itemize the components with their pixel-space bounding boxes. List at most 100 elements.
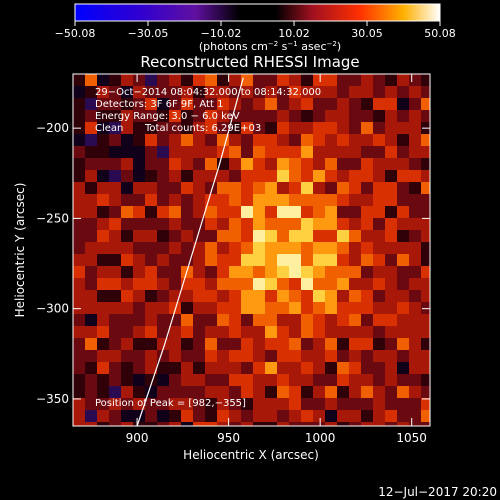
- heatmap-cell: [337, 110, 349, 122]
- heatmap-cell: [337, 74, 349, 86]
- heatmap-cell: [277, 158, 289, 170]
- heatmap-cell: [229, 350, 241, 362]
- heatmap-cell: [109, 410, 121, 422]
- x-tick-label: 1050: [396, 431, 427, 445]
- heatmap-cell: [169, 410, 181, 422]
- heatmap-cell: [181, 314, 193, 326]
- heatmap-cell: [181, 230, 193, 242]
- heatmap-cell: [217, 374, 229, 386]
- heatmap-cell: [241, 170, 253, 182]
- heatmap-cell: [181, 170, 193, 182]
- heatmap-cell: [289, 230, 301, 242]
- heatmap-cell: [97, 422, 109, 426]
- heatmap-cell: [229, 302, 241, 314]
- heatmap-cell: [169, 230, 181, 242]
- heatmap-cell: [181, 218, 193, 230]
- heatmap-cell: [349, 230, 361, 242]
- heatmap-cell: [193, 290, 205, 302]
- heatmap-cell: [265, 278, 277, 290]
- heatmap-cell: [313, 314, 325, 326]
- heatmap-cell: [157, 374, 169, 386]
- heatmap-cell: [205, 242, 217, 254]
- heatmap-cell: [85, 374, 97, 386]
- annotation-total-counts: Total counts: 6.29E+03: [144, 123, 261, 134]
- heatmap-cell: [373, 338, 385, 350]
- heatmap-cell: [229, 194, 241, 206]
- heatmap-cell: [409, 158, 421, 170]
- heatmap-cell: [421, 374, 430, 386]
- heatmap-cell: [373, 278, 385, 290]
- heatmap-cell: [145, 122, 157, 134]
- heatmap-cell: [409, 254, 421, 266]
- heatmap-cell: [325, 86, 337, 98]
- heatmap-cell: [73, 314, 85, 326]
- heatmap-cell: [121, 194, 133, 206]
- heatmap-cell: [133, 206, 145, 218]
- heatmap-cell: [253, 242, 265, 254]
- heatmap-cell: [289, 218, 301, 230]
- heatmap-cell: [133, 170, 145, 182]
- heatmap-cell: [133, 134, 145, 146]
- heatmap-cell: [265, 386, 277, 398]
- heatmap-cell: [313, 134, 325, 146]
- heatmap-cell: [217, 422, 229, 426]
- heatmap-cell: [313, 86, 325, 98]
- heatmap-cell: [313, 74, 325, 86]
- heatmap-cell: [133, 218, 145, 230]
- heatmap-cell: [229, 386, 241, 398]
- heatmap-cell: [313, 242, 325, 254]
- heatmap-cell: [205, 206, 217, 218]
- heatmap-cell: [301, 374, 313, 386]
- heatmap-cell: [229, 278, 241, 290]
- heatmap-cell: [145, 398, 157, 410]
- heatmap-cell: [145, 314, 157, 326]
- heatmap-cell: [181, 182, 193, 194]
- heatmap-cell: [421, 98, 430, 110]
- heatmap-cell: [337, 326, 349, 338]
- heatmap-cell: [397, 206, 409, 218]
- heatmap-cell: [349, 122, 361, 134]
- heatmap-cell: [337, 98, 349, 110]
- heatmap-cell: [97, 314, 109, 326]
- heatmap-cell: [217, 350, 229, 362]
- heatmap-cell: [349, 182, 361, 194]
- heatmap-cell: [373, 122, 385, 134]
- heatmap-cell: [181, 338, 193, 350]
- heatmap-cell: [181, 242, 193, 254]
- heatmap-cell: [397, 374, 409, 386]
- heatmap-cell: [277, 110, 289, 122]
- heatmap-cell: [397, 218, 409, 230]
- heatmap-cell: [409, 338, 421, 350]
- heatmap-cell: [205, 422, 217, 426]
- heatmap-cell: [373, 146, 385, 158]
- heatmap-cell: [385, 146, 397, 158]
- heatmap-cell: [181, 86, 193, 98]
- heatmap-cell: [253, 290, 265, 302]
- heatmap-cell: [85, 218, 97, 230]
- heatmap-cell: [241, 182, 253, 194]
- heatmap-cell: [109, 206, 121, 218]
- heatmap-cell: [253, 302, 265, 314]
- heatmap-cell: [109, 362, 121, 374]
- heatmap-cell: [229, 326, 241, 338]
- heatmap-cell: [361, 398, 373, 410]
- heatmap-cell: [265, 338, 277, 350]
- heatmap-cell: [253, 206, 265, 218]
- heatmap-cell: [73, 230, 85, 242]
- heatmap-cell: [301, 254, 313, 266]
- heatmap-cell: [385, 326, 397, 338]
- heatmap-cell: [313, 338, 325, 350]
- heatmap-cell: [265, 398, 277, 410]
- heatmap-cell: [277, 314, 289, 326]
- heatmap-cell: [85, 266, 97, 278]
- heatmap-cell: [265, 86, 277, 98]
- heatmap-cell: [121, 422, 133, 426]
- heatmap-cell: [289, 350, 301, 362]
- heatmap-cell: [97, 74, 109, 86]
- heatmap-cell: [73, 422, 85, 426]
- heatmap-cell: [301, 194, 313, 206]
- heatmap-cell: [181, 290, 193, 302]
- heatmap-cell: [337, 290, 349, 302]
- heatmap-cell: [109, 338, 121, 350]
